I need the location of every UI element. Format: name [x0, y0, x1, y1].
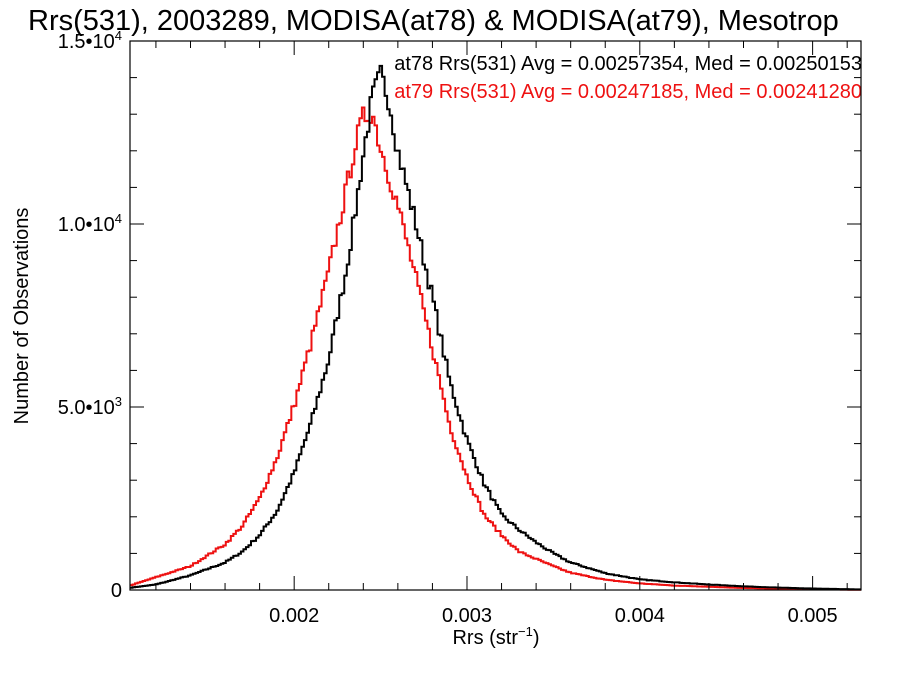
y-tick-label: 5.0•103 — [58, 394, 122, 419]
x-tick-label: 0.003 — [442, 605, 492, 627]
y-tick-label: 1.5•104 — [58, 28, 122, 53]
y-tick-label-mantissa: 1.5•10 — [58, 31, 115, 53]
chart-title: Rrs(531), 2003289, MODISA(at78) & MODISA… — [28, 5, 839, 37]
y-tick-label-mantissa: 1.0•10 — [58, 214, 115, 236]
y-tick-label: 1.0•104 — [58, 211, 122, 236]
series-line-at78 — [130, 64, 861, 591]
legend-entry-at79: at79 Rrs(531) Avg = 0.00247185, Med = 0.… — [394, 81, 862, 103]
legend-entry-at78: at78 Rrs(531) Avg = 0.00257354, Med = 0.… — [394, 53, 862, 75]
y-tick-label-exponent: 4 — [115, 28, 122, 43]
y-tick-label-exponent: 3 — [115, 394, 122, 409]
chart-legend: at78 Rrs(531) Avg = 0.00257354, Med = 0.… — [394, 53, 862, 103]
y-tick-label: 0 — [111, 580, 122, 602]
y-tick-label-mantissa: 0 — [111, 580, 122, 602]
x-axis-label-close: ) — [533, 627, 540, 649]
y-axis-label: Number of Observations — [11, 208, 33, 425]
x-tick-label: 0.004 — [615, 605, 665, 627]
y-tick-label-exponent: 4 — [115, 211, 122, 226]
series-layer — [130, 64, 861, 591]
x-axis-label-base: Rrs (str — [452, 627, 518, 649]
y-tick-label-mantissa: 5.0•10 — [58, 397, 115, 419]
plot-frame — [129, 40, 862, 591]
x-axis-label-exponent: −1 — [518, 624, 533, 639]
series-line-at79 — [130, 106, 861, 591]
axis-ticks: 0.002 0.003 0.004 0.00505.0•1031.0•1041.5•1… — [58, 28, 861, 627]
x-tick-label: 0.005 — [788, 605, 838, 627]
x-tick-label: 0.002 — [269, 605, 319, 627]
x-axis-label: Rrs (str−1) — [452, 624, 539, 649]
